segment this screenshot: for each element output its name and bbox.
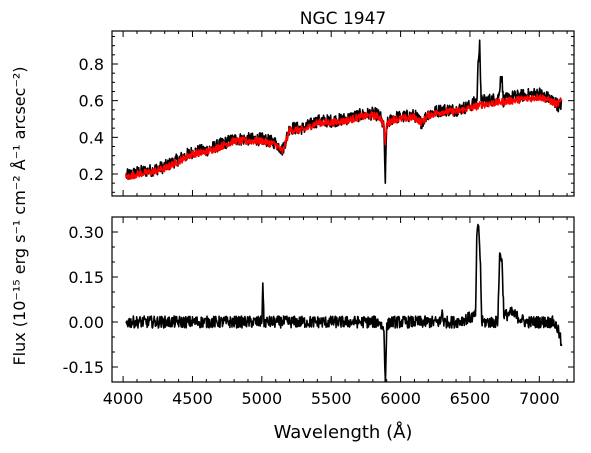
y-tick-label: 0.2 bbox=[79, 165, 104, 184]
top-series-1-line bbox=[125, 93, 563, 181]
bottom-plot-frame bbox=[111, 216, 575, 383]
y-tick-label: 0.15 bbox=[68, 268, 104, 287]
x-tick-label: 5000 bbox=[241, 389, 282, 408]
y-tick-label: -0.15 bbox=[63, 358, 104, 377]
top-series-0-line bbox=[125, 39, 563, 184]
y-tick-label: 0.00 bbox=[68, 313, 104, 332]
x-tick-label: 6500 bbox=[450, 389, 491, 408]
x-axis-label: Wavelength (Å) bbox=[274, 421, 413, 443]
y-tick-label: 0.30 bbox=[68, 223, 104, 242]
x-tick-label: 5500 bbox=[311, 389, 352, 408]
x-tick-label: 4000 bbox=[103, 389, 144, 408]
top-panel: NGC 1947 0.2 0.4 0.6 0.8 bbox=[79, 9, 575, 197]
y-axis-label: Flux (10⁻¹⁵ erg s⁻¹ cm⁻² Å⁻¹ arcsec⁻²) bbox=[10, 66, 29, 365]
bottom-series-0-line bbox=[125, 223, 563, 382]
chart-title: NGC 1947 bbox=[300, 9, 386, 29]
top-plot-frame bbox=[111, 30, 575, 197]
x-tick-label: 6000 bbox=[380, 389, 421, 408]
bottom-panel: -0.15 0.00 0.15 0.30 4000 4500 5000 5500 6000 650… bbox=[63, 216, 575, 443]
y-tick-label: 0.4 bbox=[79, 128, 104, 147]
x-tick-label: 7000 bbox=[519, 389, 560, 408]
y-tick-label: 0.8 bbox=[79, 55, 104, 74]
y-tick-label: 0.6 bbox=[79, 92, 104, 111]
x-tick-label: 4500 bbox=[172, 389, 213, 408]
